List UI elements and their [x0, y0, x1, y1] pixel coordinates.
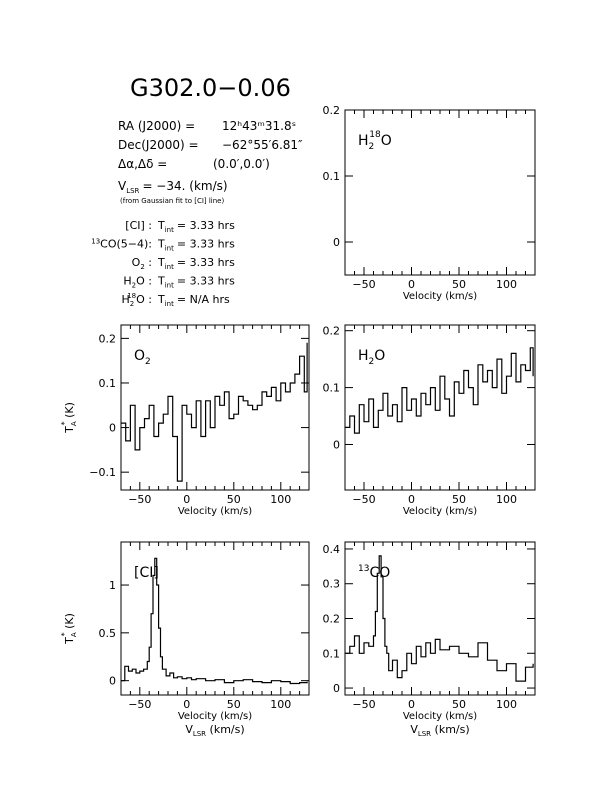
y-tick-label: 0.2: [99, 332, 117, 345]
x-tick-label: −50: [352, 698, 375, 711]
ra-label: RA (J2000) =: [118, 119, 195, 133]
y-tick-label: 0.1: [99, 377, 117, 390]
dec-value: −62°55′6.81″: [222, 138, 303, 152]
y-tick-label: 0.1: [323, 382, 341, 395]
integration-time: Tint = 3.33 hrs: [157, 256, 235, 271]
x-tick-label: 100: [496, 493, 517, 506]
spectrum-line: [345, 347, 534, 434]
x-axis-label: Velocity (km/s): [403, 711, 477, 722]
y-tick-label: 0.5: [99, 627, 117, 640]
panel-ci: −50 0 50 100 0 0.5 1 Velocity (km/s)VLSR (km/s)…: [60, 541, 310, 738]
panel-13co: −50 0 50 100 0 0.1 0.2 0.3 0.4 Velocity (km/s)VLS…: [323, 541, 536, 738]
y-axis-label: TA* (K): [60, 613, 78, 645]
integration-time: Tint = 3.33 hrs: [157, 275, 235, 290]
y-tick-label: 0.4: [323, 543, 341, 556]
spectrum-line: [121, 342, 308, 482]
spectrum-line: [121, 557, 308, 685]
ra-value: 12ʰ43ᵐ31.8ˢ: [222, 119, 296, 133]
x-tick-label: 50: [452, 278, 466, 291]
x-tick-label: 0: [408, 493, 415, 506]
y-tick-label: 0.3: [323, 578, 341, 591]
species-label: H2O: [358, 348, 385, 367]
offset-value: (0.0′,0.0′): [213, 157, 270, 171]
x-tick-label: −50: [128, 698, 151, 711]
x-tick-label: 100: [270, 493, 291, 506]
integration-list: [CI] : Tint = 3.33 hrs 13CO(5−4): Tint = 3.33…: [91, 219, 235, 308]
integration-species: [CI] :: [125, 219, 152, 232]
x-tick-label: 50: [227, 493, 241, 506]
vlsr-note: (from Gaussian fit to [CI] line): [120, 197, 224, 205]
dec-label: Dec(J2000) =: [118, 138, 199, 152]
x-tick-label: 100: [496, 278, 517, 291]
y-tick-label: 0.1: [323, 647, 341, 660]
x-axis-sublabel: VLSR (km/s): [185, 723, 244, 738]
integration-species: 13CO(5−4):: [91, 238, 152, 251]
source-name: G302.0−0.06: [130, 74, 291, 102]
panel-h2o: −50 0 50 100 0 0.1 0.2 Velocity (km/s) H2O: [323, 324, 536, 517]
x-tick-label: 50: [452, 698, 466, 711]
y-tick-label: 0.2: [323, 104, 341, 117]
y-tick-label: −0.1: [89, 466, 116, 479]
x-tick-label: 0: [408, 278, 415, 291]
x-tick-label: 50: [227, 698, 241, 711]
integration-species: O2 :: [132, 256, 152, 271]
x-tick-label: −50: [352, 493, 375, 506]
integration-time: Tint = N/A hrs: [157, 293, 230, 308]
spectrum-line: [345, 555, 534, 682]
x-axis-sublabel: VLSR (km/s): [410, 723, 469, 738]
x-axis-label: Velocity (km/s): [403, 291, 477, 302]
species-label: 13CO: [358, 564, 390, 581]
x-tick-label: 50: [452, 493, 466, 506]
x-tick-label: −50: [352, 278, 375, 291]
y-tick-label: 0: [109, 675, 116, 688]
y-tick-label: 0: [333, 236, 340, 249]
x-tick-label: 0: [183, 698, 190, 711]
integration-species: H2O :: [123, 275, 152, 290]
x-tick-label: 100: [496, 698, 517, 711]
species-label: H218O: [358, 130, 392, 152]
x-tick-label: 0: [183, 493, 190, 506]
y-tick-label: 0.2: [323, 325, 341, 338]
species-label: O2: [134, 348, 151, 367]
vlsr-label: VLSR = −34. (km/s): [118, 179, 228, 195]
x-axis-label: Velocity (km/s): [178, 506, 252, 517]
y-tick-label: 0.2: [323, 613, 341, 626]
y-tick-label: 0: [109, 422, 116, 435]
y-axis-label: TA* (K): [60, 402, 78, 434]
source-info: G302.0−0.06 RA (J2000) = 12ʰ43ᵐ31.8ˢ Dec…: [118, 74, 303, 205]
x-tick-label: −50: [128, 493, 151, 506]
x-tick-label: 0: [408, 698, 415, 711]
y-tick-label: 1: [109, 579, 116, 592]
offset-label: Δα,Δδ =: [118, 157, 167, 171]
integration-time: Tint = 3.33 hrs: [157, 238, 235, 253]
y-tick-label: 0: [333, 438, 340, 451]
integration-species: H218O :: [121, 292, 152, 308]
y-tick-label: 0.1: [323, 170, 341, 183]
y-tick-label: 0: [333, 682, 340, 695]
panel-o2: −50 0 50 100 −0.1 0 0.1 0.2 Velocity (km/s) TA* (…: [60, 324, 310, 517]
x-tick-label: 100: [270, 698, 291, 711]
panel-h2-18o: −50 0 50 100 0 0.1 0.2 Velocity (km/s) H218O: [323, 104, 536, 302]
x-axis-label: Velocity (km/s): [403, 506, 477, 517]
integration-time: Tint = 3.33 hrs: [157, 219, 235, 234]
x-axis-label: Velocity (km/s): [178, 711, 252, 722]
